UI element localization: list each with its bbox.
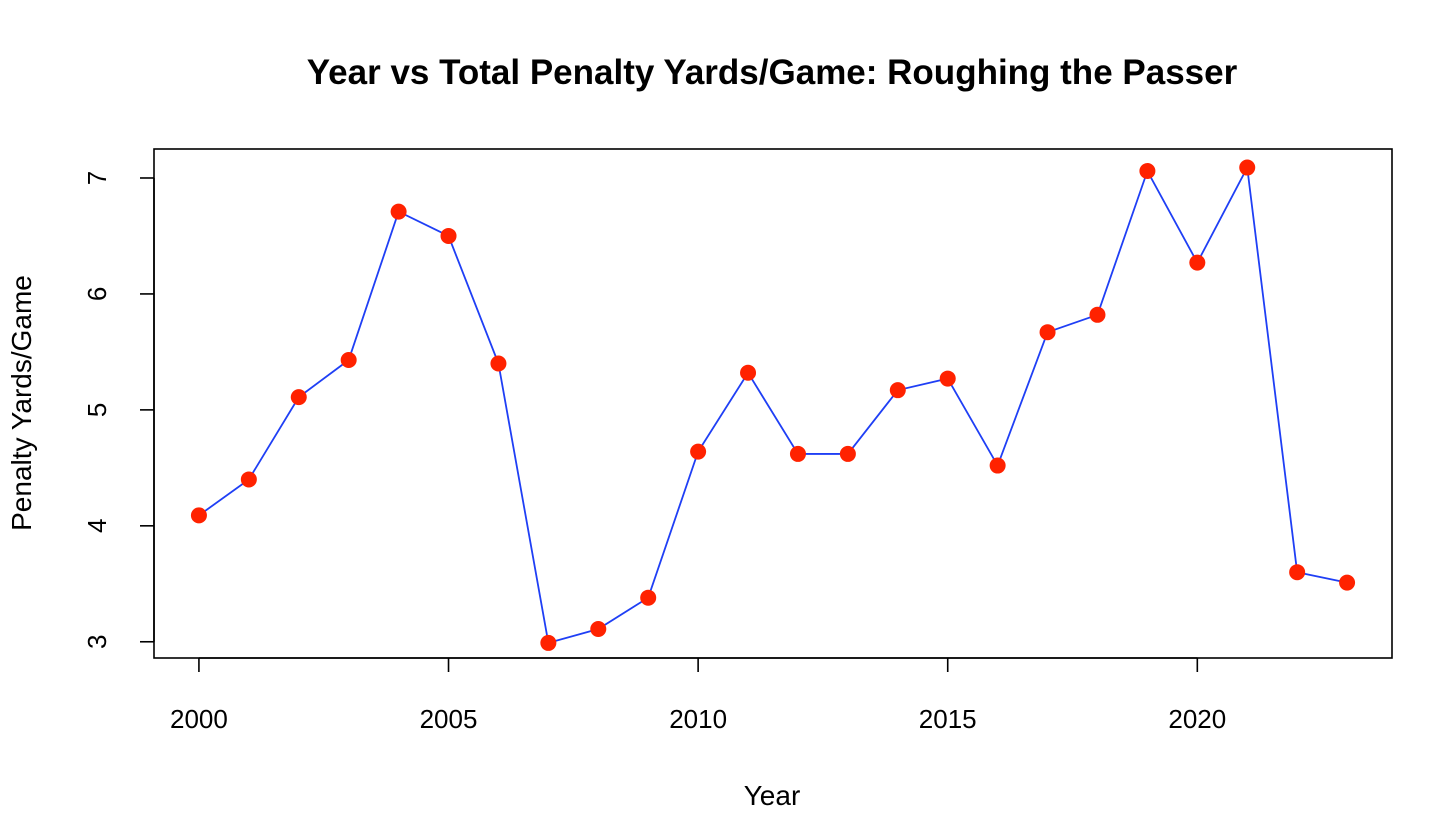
data-point xyxy=(440,227,457,244)
data-series xyxy=(190,159,1356,651)
data-point xyxy=(989,457,1006,474)
data-point xyxy=(190,507,207,524)
data-point xyxy=(240,471,257,488)
x-tick-label: 2015 xyxy=(919,704,977,734)
y-tick-label: 7 xyxy=(82,171,112,185)
y-tick-label: 3 xyxy=(82,635,112,649)
data-point xyxy=(590,621,607,638)
x-tick-label: 2000 xyxy=(170,704,228,734)
y-tick-label: 4 xyxy=(82,519,112,533)
x-axis: 2000 2005 2010 2015 2020 xyxy=(170,657,1226,734)
x-axis-label: Year xyxy=(744,780,801,811)
plot-frame xyxy=(153,148,1393,659)
y-axis: 3 4 5 6 7 xyxy=(82,171,155,649)
data-point xyxy=(1289,564,1306,581)
y-tick-label: 5 xyxy=(82,403,112,417)
data-point xyxy=(640,589,657,606)
data-point xyxy=(290,389,307,406)
data-point xyxy=(1239,159,1256,176)
data-point xyxy=(1189,254,1206,271)
chart-title: Year vs Total Penalty Yards/Game: Roughi… xyxy=(307,53,1238,92)
y-tick-label: 6 xyxy=(82,287,112,301)
data-point xyxy=(1039,324,1056,341)
data-point xyxy=(690,443,707,460)
data-point xyxy=(939,370,956,387)
data-point xyxy=(839,445,856,462)
data-point xyxy=(1339,574,1356,591)
data-point xyxy=(740,364,757,381)
x-tick-label: 2005 xyxy=(420,704,478,734)
data-point xyxy=(889,382,906,399)
data-point xyxy=(540,634,557,651)
data-point xyxy=(340,352,357,369)
data-point xyxy=(789,445,806,462)
data-point xyxy=(390,203,407,220)
x-tick-label: 2010 xyxy=(669,704,727,734)
data-point xyxy=(490,355,507,372)
data-point xyxy=(1089,306,1106,323)
series-line xyxy=(198,164,1348,645)
data-point xyxy=(1139,163,1156,180)
y-axis-label: Penalty Yards/Game xyxy=(6,275,37,531)
x-tick-label: 2020 xyxy=(1168,704,1226,734)
